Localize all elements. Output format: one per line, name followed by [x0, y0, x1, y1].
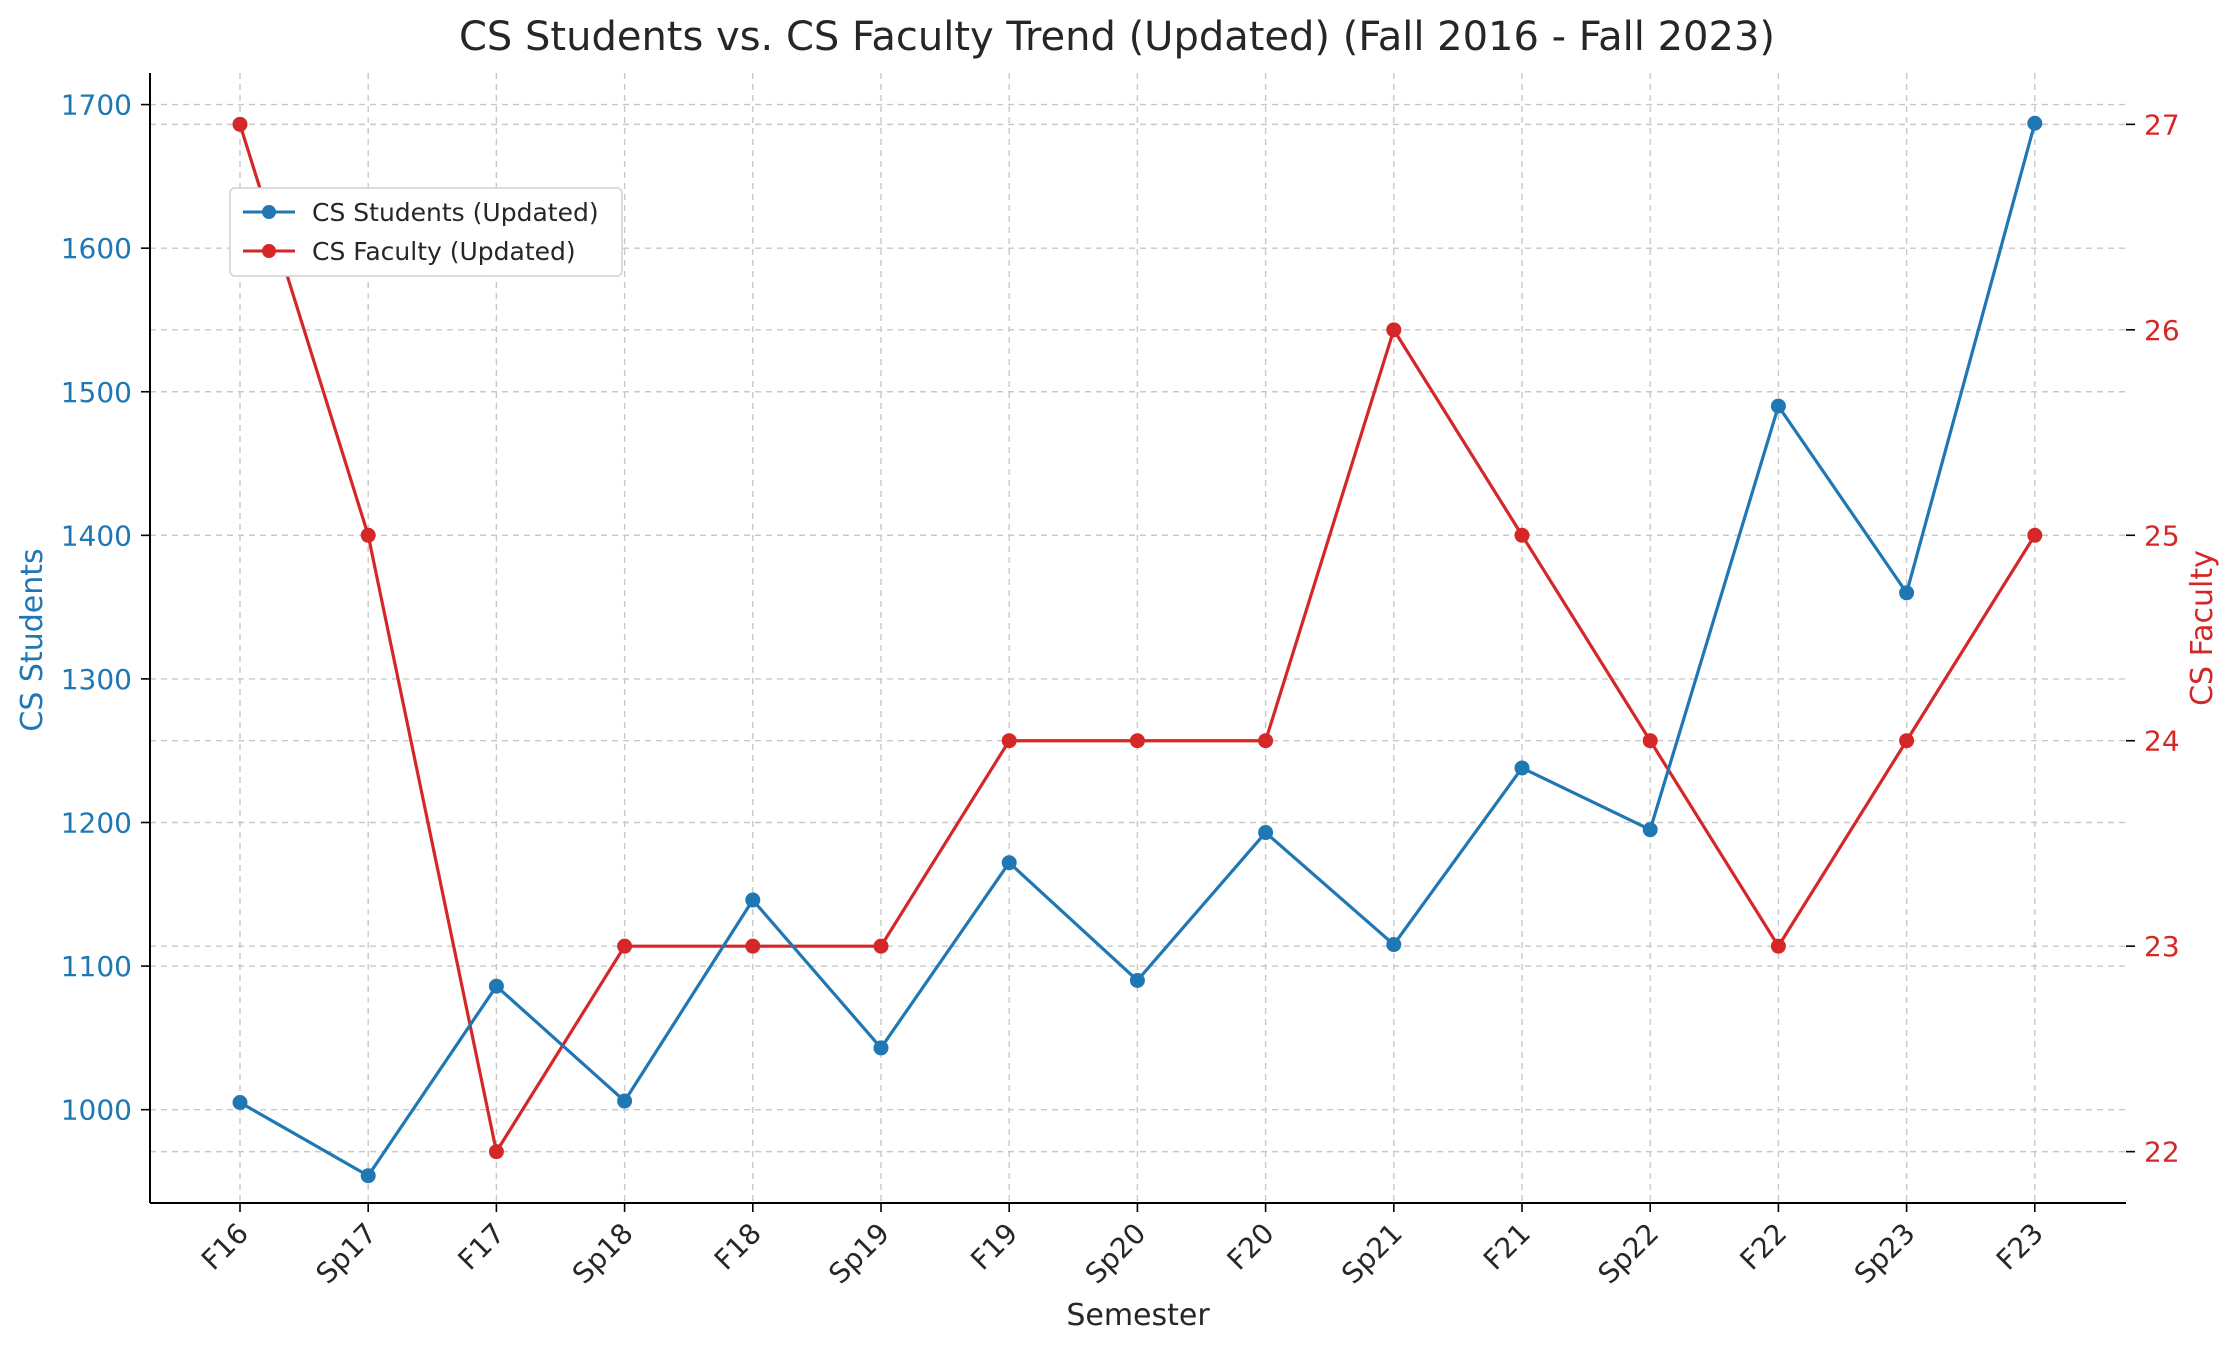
data-point-faculty: [232, 116, 248, 132]
x-tick-label: F21: [1477, 1217, 1537, 1277]
data-point-faculty: [1001, 733, 1017, 749]
x-tick-label: Sp18: [566, 1217, 640, 1291]
data-point-students: [1899, 585, 1915, 601]
data-point-faculty: [1258, 733, 1274, 749]
data-point-students: [1129, 972, 1145, 988]
x-tick-label: F16: [195, 1217, 255, 1277]
y-tick-label-right: 26: [2144, 314, 2180, 347]
data-point-students: [2027, 115, 2043, 131]
x-tick-label: Sp23: [1848, 1217, 1922, 1291]
data-point-faculty: [1386, 322, 1402, 338]
x-tick-label: Sp20: [1079, 1217, 1153, 1291]
data-point-faculty: [745, 938, 761, 954]
data-point-students: [488, 978, 504, 994]
data-point-students: [745, 892, 761, 908]
y-tick-label-left: 1100: [61, 950, 132, 983]
data-point-faculty: [617, 938, 633, 954]
legend: CS Students (Updated) CS Faculty (Update…: [229, 187, 623, 277]
y-axis-label-right: CS Faculty: [2185, 550, 2220, 706]
chart-title: CS Students vs. CS Faculty Trend (Update…: [459, 14, 1775, 60]
y-tick-label-left: 1600: [61, 232, 132, 265]
data-point-students: [617, 1093, 633, 1109]
y-tick-label-left: 1400: [61, 519, 132, 552]
x-tick-label: Sp22: [1591, 1217, 1665, 1291]
data-point-faculty: [1899, 733, 1915, 749]
y-tick-label-left: 1700: [61, 89, 132, 122]
data-point-students: [1001, 855, 1017, 871]
data-point-students: [1258, 825, 1274, 841]
data-point-faculty: [1129, 733, 1145, 749]
x-tick-label: F23: [1990, 1217, 2050, 1277]
x-axis-label: Semester: [1066, 1298, 1210, 1333]
data-point-students: [1514, 760, 1530, 776]
y-tick-label-left: 1300: [61, 663, 132, 696]
x-tick-label: Sp17: [309, 1217, 383, 1291]
data-point-students: [1770, 398, 1786, 414]
legend-marker-faculty: [262, 244, 276, 258]
legend-label-students: CS Students (Updated): [312, 198, 599, 227]
series-layer: [232, 115, 2043, 1184]
data-point-students: [1642, 822, 1658, 838]
data-point-students: [232, 1094, 248, 1110]
legend-label-faculty: CS Faculty (Updated): [312, 237, 576, 266]
data-point-students: [1386, 937, 1402, 953]
y-tick-label-left: 1200: [61, 807, 132, 840]
y-tick-label-left: 1500: [61, 376, 132, 409]
data-point-faculty: [360, 527, 376, 543]
legend-marker-students: [262, 205, 276, 219]
data-point-students: [360, 1168, 376, 1184]
data-point-faculty: [873, 938, 889, 954]
x-tick-label: F17: [451, 1217, 511, 1277]
data-point-faculty: [2027, 527, 2043, 543]
grid-layer: [150, 73, 2126, 1203]
x-tick-label: F19: [964, 1217, 1024, 1277]
y-tick-label-right: 25: [2144, 519, 2180, 552]
legend-box: [229, 187, 623, 277]
x-tick-label: Sp19: [822, 1217, 896, 1291]
x-tick-label: F18: [708, 1217, 768, 1277]
x-tick-label: Sp21: [1335, 1217, 1409, 1291]
x-tick-label: F22: [1733, 1217, 1793, 1277]
data-point-faculty: [1770, 938, 1786, 954]
data-point-faculty: [1642, 733, 1658, 749]
y-tick-label-right: 22: [2144, 1136, 2180, 1169]
data-point-students: [873, 1040, 889, 1056]
data-point-faculty: [1514, 527, 1530, 543]
y-tick-label-right: 23: [2144, 930, 2180, 963]
data-point-faculty: [488, 1144, 504, 1160]
y-tick-label-right: 24: [2144, 725, 2180, 758]
y-tick-label-left: 1000: [61, 1094, 132, 1127]
x-tick-label: F20: [1221, 1217, 1281, 1277]
y-tick-label-right: 27: [2144, 108, 2180, 141]
y-axis-label-left: CS Students: [15, 548, 50, 731]
